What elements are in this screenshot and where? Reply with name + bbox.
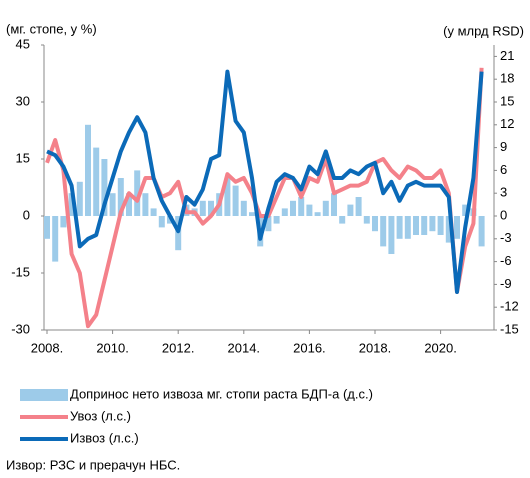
y-tick-label: 0 (23, 207, 30, 222)
y-tick-label: 45 (16, 36, 30, 51)
bar (322, 200, 329, 216)
bar (232, 185, 239, 216)
bar (306, 204, 313, 216)
y2-tick-label: -6 (500, 253, 512, 268)
bar (208, 200, 214, 216)
bar (85, 124, 91, 216)
legend-label: Допринос нето извоза мг. стопи раста БДП… (70, 386, 373, 401)
bar (249, 212, 255, 216)
bar (429, 216, 436, 232)
bar (380, 216, 387, 247)
bar (331, 193, 337, 216)
bar (454, 216, 460, 239)
bar (388, 216, 395, 254)
x-tick-label: 2008. (31, 340, 64, 355)
bar (445, 216, 452, 243)
y2-tick-label: -12 (500, 299, 519, 314)
bar (224, 178, 231, 216)
bar (68, 193, 75, 216)
x-tick-label: 2018. (359, 340, 392, 355)
y2-tick-label: -15 (500, 321, 519, 336)
x-tick-label: 2014. (228, 340, 261, 355)
bar (199, 200, 206, 216)
line (46, 69, 484, 294)
legend-swatch (20, 389, 68, 401)
bar (52, 216, 59, 262)
bar (372, 216, 378, 232)
y2-tick-label: 18 (500, 71, 514, 86)
x-tick-label: 2010. (96, 340, 129, 355)
y-tick-label: -15 (11, 264, 30, 279)
y2-tick-label: 21 (500, 48, 514, 63)
bar (298, 197, 305, 216)
bar (396, 216, 403, 239)
y-tick-label: -30 (11, 321, 30, 336)
y2-tick-label: 0 (500, 207, 507, 222)
bar (478, 216, 485, 247)
x-tick-label: 2016. (293, 340, 326, 355)
bar (421, 216, 428, 235)
bar (347, 204, 354, 216)
legend-label: Извоз (л.с.) (70, 430, 139, 445)
bar (109, 193, 116, 216)
bar (413, 216, 419, 235)
y2-tick-label: -9 (500, 276, 512, 291)
bar (281, 208, 288, 216)
bar (240, 200, 247, 216)
y2-tick-label: 15 (500, 93, 514, 108)
y2-tick-label: -3 (500, 230, 512, 245)
bar (134, 170, 141, 216)
bar (437, 216, 444, 235)
y-tick-label: 30 (16, 93, 30, 108)
x-tick-label: 2020. (424, 340, 457, 355)
source: Извор: РЗС и прерачун НБС. (6, 457, 180, 472)
bar (404, 216, 411, 239)
y2-tick-label: 9 (500, 139, 507, 154)
bar (76, 181, 83, 216)
y2-tick-label: 12 (500, 116, 514, 131)
y2-tick-label: 3 (500, 185, 507, 200)
bar (142, 193, 149, 216)
legend-label: Увоз (л.с.) (70, 408, 131, 423)
bar (339, 216, 346, 224)
bar (60, 216, 67, 228)
bar (158, 216, 165, 228)
y2-axis-label: (у млрд RSD) (443, 23, 524, 38)
bar (290, 200, 296, 216)
bar (355, 197, 362, 216)
bar (462, 204, 469, 216)
bar (273, 216, 280, 224)
bar (44, 216, 50, 239)
y-tick-label: 15 (16, 150, 30, 165)
bar (126, 193, 132, 216)
bar (314, 212, 321, 216)
bar (363, 216, 370, 224)
bar (150, 208, 157, 216)
x-tick-label: 2012. (162, 340, 195, 355)
bar (101, 159, 108, 216)
bar (265, 216, 272, 232)
y-axis-label: (мг. стопе, у %) (6, 21, 97, 36)
bar (117, 178, 124, 216)
bar (93, 147, 100, 216)
y2-tick-label: 6 (500, 162, 507, 177)
